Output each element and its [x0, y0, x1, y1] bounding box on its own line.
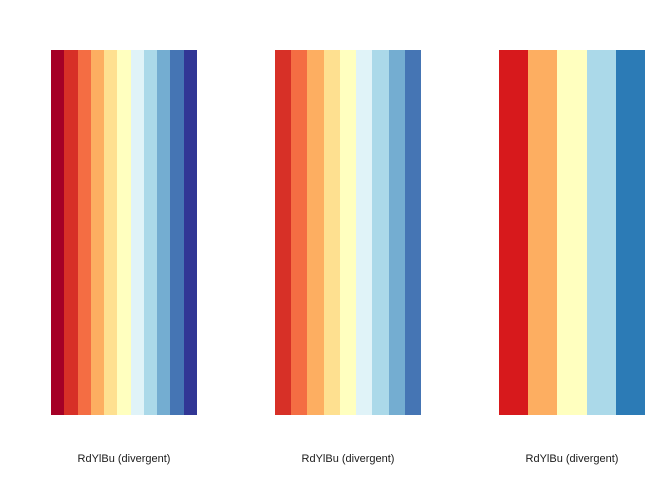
palette-2-color-swatch-6 — [356, 50, 373, 415]
palette-1-color-swatch-1 — [51, 50, 65, 415]
palette-1-color-swatch-6 — [117, 50, 131, 415]
palette-2-color-swatch-3 — [307, 50, 324, 415]
palette-caption-2: RdYlBu (divergent) — [301, 453, 395, 465]
palette-1-color-swatch-11 — [183, 50, 197, 415]
palette-1-color-swatch-4 — [90, 50, 105, 415]
palette-strip-1 — [51, 50, 197, 415]
palette-2-color-swatch-8 — [388, 50, 405, 415]
palette-3-color-swatch-1 — [499, 50, 529, 415]
palette-strip-2 — [275, 50, 421, 415]
palette-caption-1: RdYlBu (divergent) — [77, 453, 171, 465]
palette-1-color-swatch-3 — [77, 50, 91, 415]
palette-3-color-swatch-4 — [586, 50, 616, 415]
palette-3-color-swatch-3 — [557, 50, 587, 415]
palette-2-color-swatch-2 — [291, 50, 308, 415]
palette-1-color-swatch-8 — [143, 50, 158, 415]
palette-2-color-swatch-7 — [372, 50, 389, 415]
palette-2-color-swatch-5 — [339, 50, 357, 415]
palette-3-color-swatch-2 — [528, 50, 558, 415]
palette-strip-3 — [499, 50, 646, 415]
palette-caption-3: RdYlBu (divergent) — [525, 453, 619, 465]
palette-1-color-swatch-5 — [104, 50, 118, 415]
palette-1-color-swatch-7 — [130, 50, 144, 415]
palette-1-color-swatch-2 — [64, 50, 78, 415]
palette-2-color-swatch-4 — [323, 50, 340, 415]
palette-2-color-swatch-9 — [404, 50, 421, 415]
palette-1-color-swatch-9 — [157, 50, 171, 415]
palette-3-color-swatch-5 — [615, 50, 646, 415]
palette-1-color-swatch-10 — [170, 50, 184, 415]
palette-2-color-swatch-1 — [275, 50, 292, 415]
